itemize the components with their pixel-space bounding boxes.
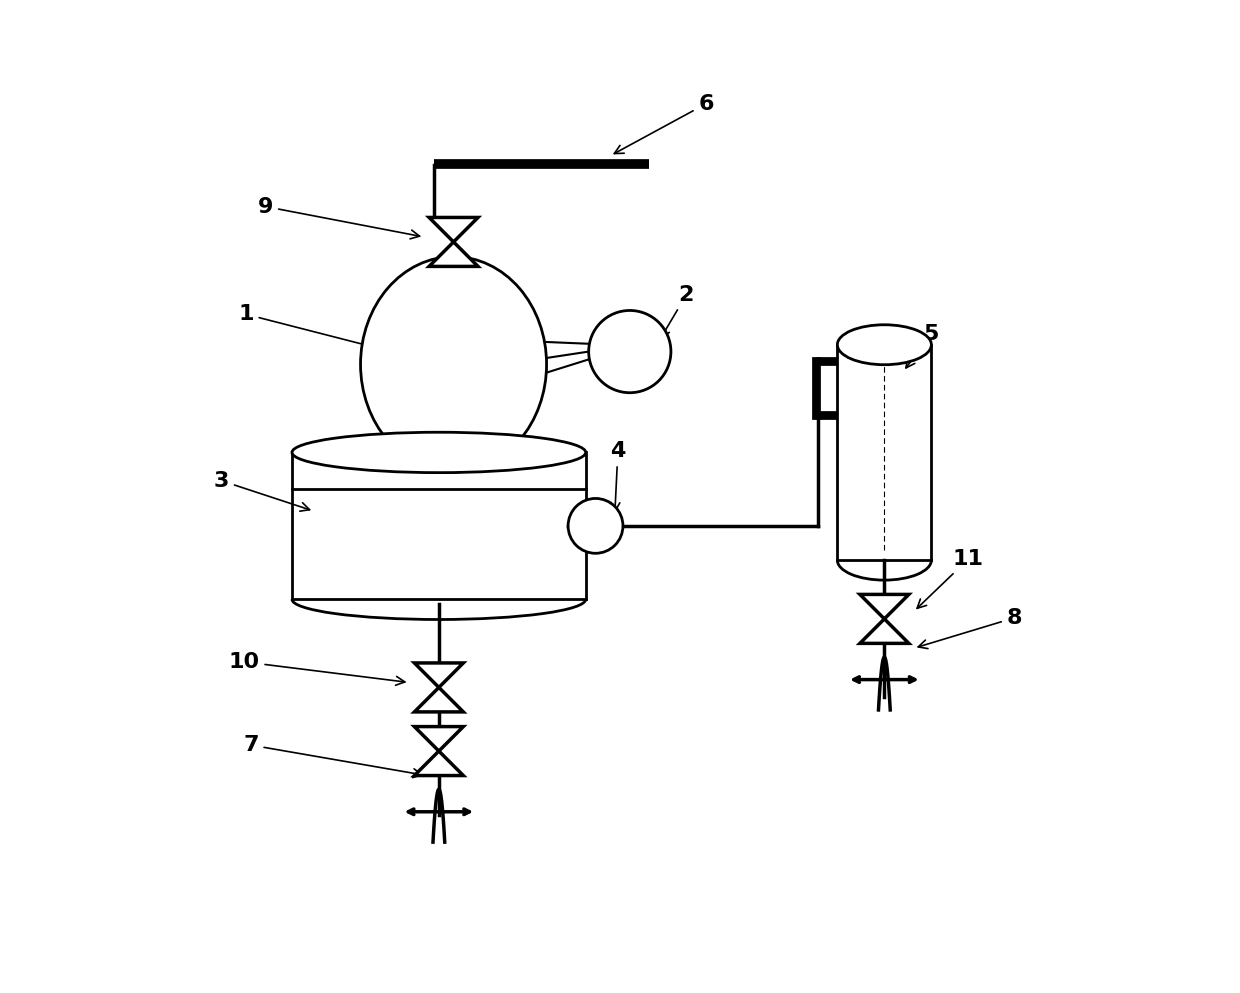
Text: 4: 4 — [610, 441, 626, 511]
Ellipse shape — [291, 432, 585, 473]
Polygon shape — [859, 595, 909, 619]
Polygon shape — [429, 217, 479, 242]
Circle shape — [589, 311, 671, 392]
Polygon shape — [414, 751, 464, 776]
Text: 2: 2 — [661, 285, 694, 338]
Ellipse shape — [361, 256, 547, 472]
Text: 7: 7 — [243, 735, 422, 778]
Polygon shape — [859, 619, 909, 643]
Polygon shape — [429, 242, 479, 266]
Circle shape — [568, 498, 622, 553]
Text: 5: 5 — [906, 324, 939, 368]
Text: 1: 1 — [238, 304, 379, 351]
Polygon shape — [414, 687, 464, 712]
Ellipse shape — [837, 325, 931, 364]
Text: 8: 8 — [918, 608, 1022, 648]
Text: 10: 10 — [228, 651, 405, 685]
Text: 3: 3 — [213, 471, 310, 511]
Polygon shape — [414, 663, 464, 687]
Text: 9: 9 — [258, 197, 419, 239]
Text: 11: 11 — [918, 549, 983, 609]
Text: 6: 6 — [614, 93, 714, 154]
Polygon shape — [414, 727, 464, 751]
